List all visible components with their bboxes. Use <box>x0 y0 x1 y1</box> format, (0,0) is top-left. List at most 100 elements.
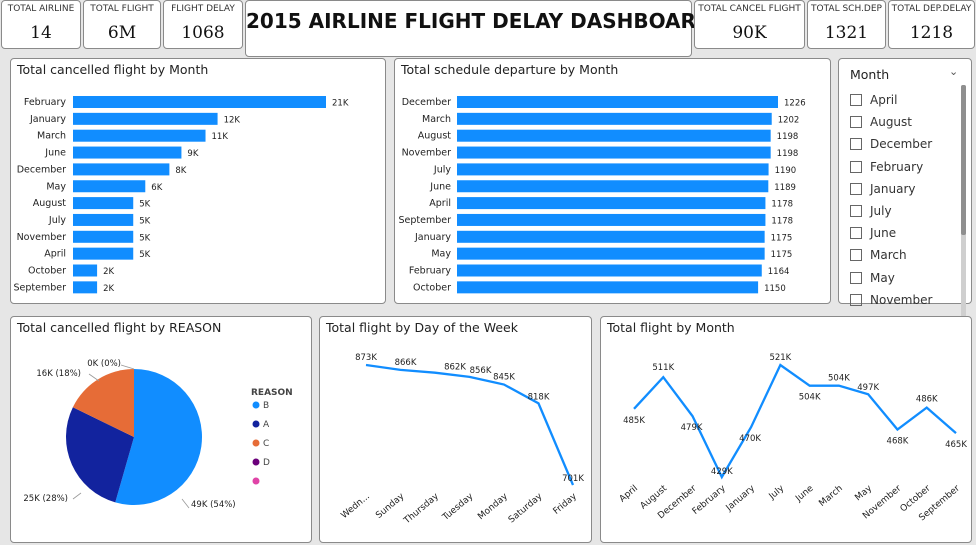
data-label: 429K <box>711 467 733 477</box>
series-line[interactable] <box>365 363 575 486</box>
tick-label: July <box>767 483 787 502</box>
bar[interactable] <box>457 146 771 159</box>
category-label: August <box>418 131 452 142</box>
month-slicer: Month ⌄ April August December February Janua… <box>838 58 972 317</box>
bar[interactable] <box>457 163 769 176</box>
category-label: September <box>13 282 66 293</box>
data-label: 497K <box>857 383 879 393</box>
chevron-down-icon[interactable]: ⌄ <box>949 65 959 78</box>
slicer-item[interactable]: April <box>850 89 955 111</box>
bar[interactable] <box>73 146 182 159</box>
slicer-item[interactable]: December <box>850 133 955 155</box>
slicer-item[interactable]: January <box>850 178 955 200</box>
legend-marker[interactable] <box>252 401 260 409</box>
data-label: 866K <box>395 358 417 368</box>
slicer-item[interactable]: February <box>850 156 955 178</box>
data-label: 49K (54%) <box>191 500 236 510</box>
tick-label: Thursday <box>402 491 442 527</box>
kpi-total-cancel-flight: TOTAL CANCEL FLIGHT 90K <box>694 0 805 49</box>
legend-marker[interactable] <box>252 477 260 485</box>
leader-line <box>181 498 190 509</box>
data-label: 6K <box>151 183 162 193</box>
kpi-value: 14 <box>30 23 52 43</box>
tick-label: Sunday <box>374 491 407 521</box>
data-label: 9K <box>187 149 198 159</box>
bar[interactable] <box>73 96 326 108</box>
slicer-item[interactable]: May <box>850 267 955 289</box>
category-label: April <box>44 249 66 260</box>
checkbox[interactable] <box>850 116 862 129</box>
slicer-title: Month <box>850 67 890 82</box>
bar[interactable] <box>73 247 134 260</box>
bar[interactable] <box>457 112 772 125</box>
checkbox[interactable] <box>850 249 862 262</box>
bar[interactable] <box>73 281 98 294</box>
bar[interactable] <box>73 129 206 142</box>
data-label: 504K <box>799 393 821 403</box>
data-label: 1189 <box>774 183 796 193</box>
checkbox[interactable] <box>850 205 862 218</box>
data-label: 5K <box>139 233 150 243</box>
category-label: January <box>414 232 451 243</box>
slicer-item[interactable]: March <box>850 244 955 266</box>
data-label: 485K <box>623 416 645 426</box>
checkbox[interactable] <box>850 138 862 151</box>
bar[interactable] <box>457 281 759 294</box>
dashboard-title-card: 2015 AIRLINE FLIGHT DELAY DASHBOARD <box>245 0 713 57</box>
legend-marker[interactable] <box>252 420 260 428</box>
bar[interactable] <box>457 247 765 260</box>
chart-title: Total schedule departure by Month <box>401 62 619 77</box>
tick-label: February <box>691 483 728 517</box>
bar[interactable] <box>457 180 769 193</box>
data-label: 465K <box>945 440 967 450</box>
legend-marker[interactable] <box>252 458 260 466</box>
bar[interactable] <box>73 180 146 193</box>
kpi-label: TOTAL DEP.DELAY <box>891 4 972 14</box>
slicer-item[interactable]: July <box>850 200 955 222</box>
checkbox[interactable] <box>850 271 862 284</box>
legend-marker[interactable] <box>252 439 260 447</box>
slicer-scroll-thumb[interactable] <box>961 85 966 235</box>
flight-by-month-chart: Total flight by Month 485K April 511K Augus… <box>600 316 972 543</box>
tick-label: Wedn... <box>340 492 372 521</box>
bar[interactable] <box>73 163 170 176</box>
pie-slice[interactable] <box>115 369 203 505</box>
bar[interactable] <box>73 230 134 243</box>
category-label: June <box>429 181 451 192</box>
slicer-item-label: December <box>870 137 933 152</box>
bar[interactable] <box>457 197 766 210</box>
slicer-item[interactable]: August <box>850 111 955 133</box>
kpi-value: 1068 <box>181 23 225 43</box>
category-label: April <box>429 198 451 209</box>
kpi-value: 1218 <box>909 23 954 43</box>
schedule-departure-by-month-chart: Total schedule departure by Month Decemb… <box>394 58 831 304</box>
category-label: October <box>28 266 66 277</box>
tick-label: April <box>618 484 640 505</box>
bar[interactable] <box>73 213 134 226</box>
checkbox[interactable] <box>850 182 862 195</box>
bar[interactable] <box>73 264 98 277</box>
bar[interactable] <box>457 230 765 243</box>
checkbox[interactable] <box>850 94 862 107</box>
bar[interactable] <box>73 112 218 125</box>
data-label: 12K <box>224 115 241 125</box>
slicer-item[interactable]: November <box>850 289 955 311</box>
checkbox[interactable] <box>850 227 862 240</box>
bar[interactable] <box>457 264 762 277</box>
kpi-label: TOTAL CANCEL FLIGHT <box>698 4 801 14</box>
pie-slice[interactable] <box>72 369 134 437</box>
bar[interactable] <box>457 129 771 142</box>
category-label: December <box>17 164 66 175</box>
data-label: 862K <box>444 363 466 373</box>
bar[interactable] <box>457 96 778 108</box>
kpi-total-airline: TOTAL AIRLINE 14 <box>1 0 81 49</box>
checkbox[interactable] <box>850 160 862 173</box>
bar[interactable] <box>457 213 766 226</box>
checkbox[interactable] <box>850 293 862 306</box>
slicer-item[interactable]: June <box>850 222 955 244</box>
pie-slice[interactable] <box>66 407 134 503</box>
bar[interactable] <box>73 197 134 210</box>
data-label: 470K <box>739 434 761 444</box>
series-line[interactable] <box>633 363 957 480</box>
tick-label: Tuesday <box>440 491 476 523</box>
